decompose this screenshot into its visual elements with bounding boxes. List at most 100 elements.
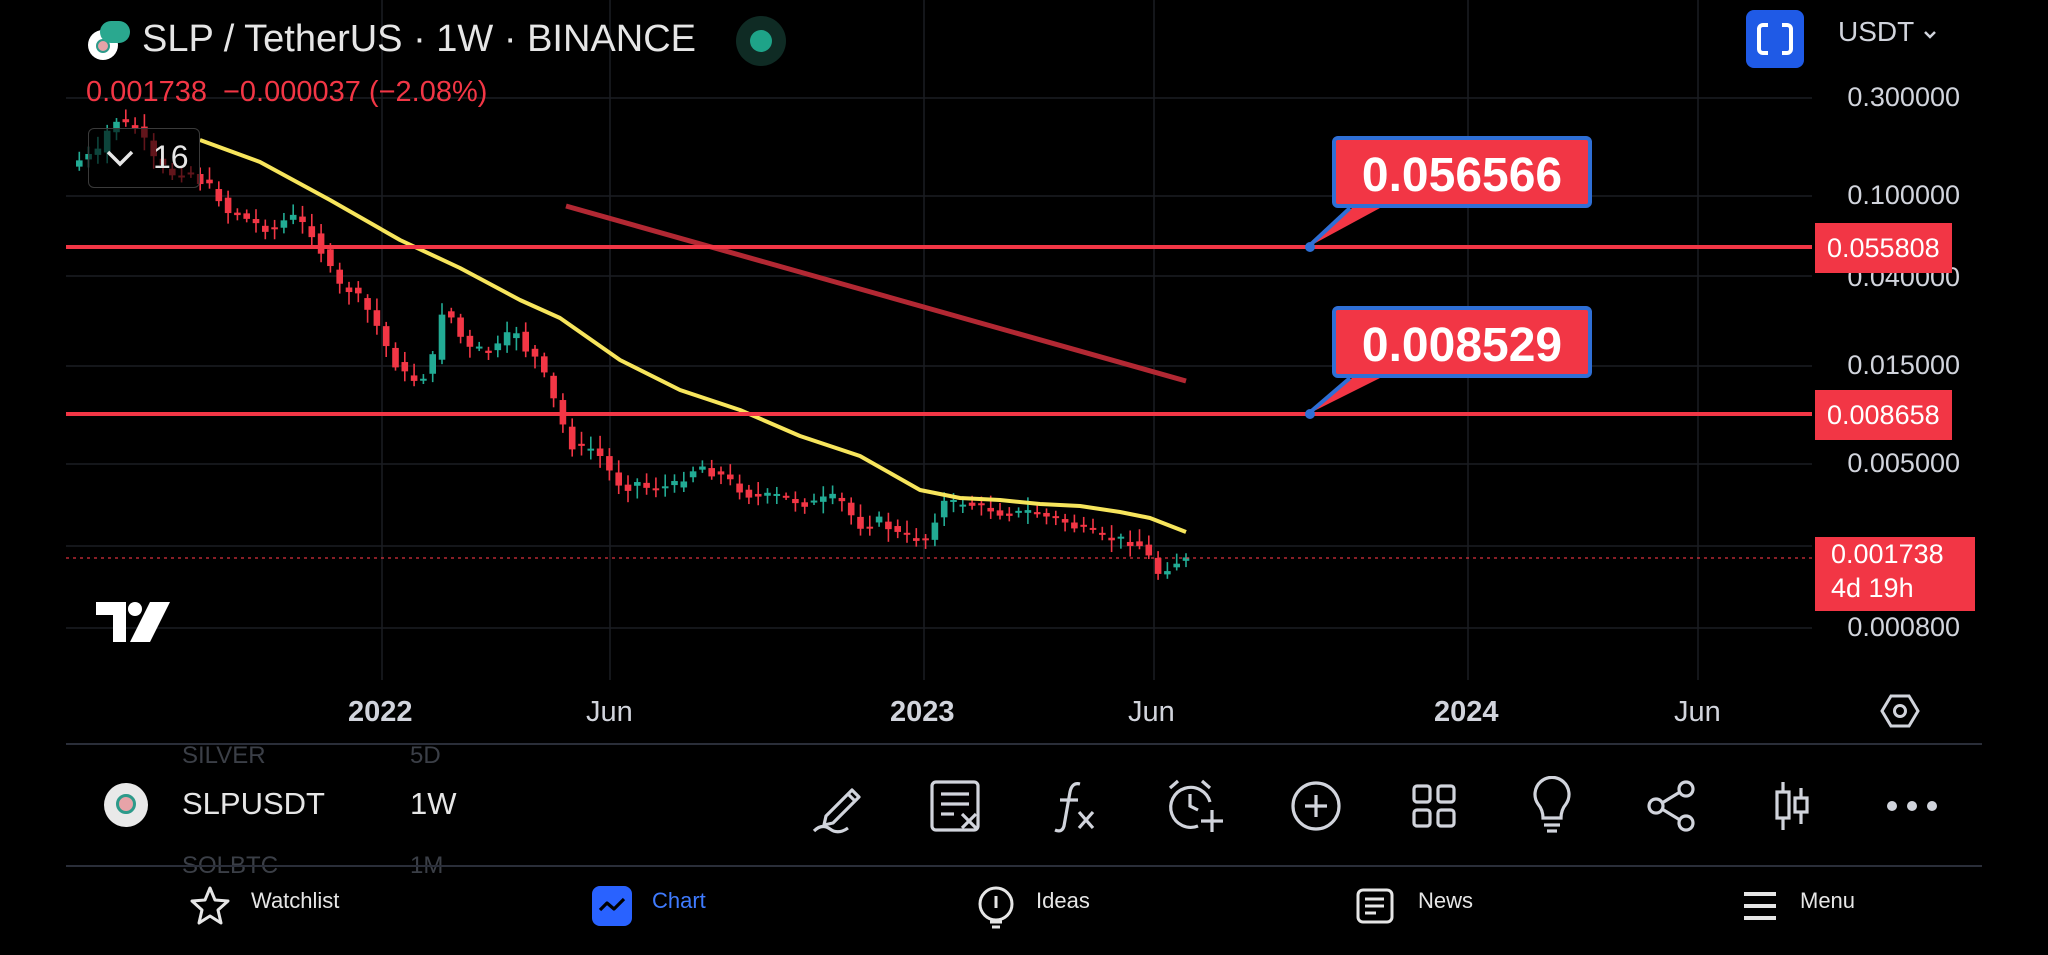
chart-tab-icon xyxy=(590,884,634,933)
candle-body xyxy=(829,493,836,499)
candle-body xyxy=(959,504,967,507)
candle-body xyxy=(438,314,446,360)
candle-body xyxy=(410,375,418,381)
time-tick: Jun xyxy=(1128,696,1175,728)
candle-body xyxy=(243,213,250,219)
candle-body xyxy=(699,466,706,470)
nav-menu[interactable]: Menu xyxy=(1800,888,1856,913)
price-tick: 0.015000 xyxy=(1847,350,1960,380)
candle-body xyxy=(503,332,511,346)
candle-body xyxy=(634,482,641,486)
chart-type-button[interactable] xyxy=(1762,776,1822,836)
candle-body xyxy=(401,362,409,372)
candlestick-series xyxy=(76,109,1190,580)
candle-body xyxy=(754,493,762,497)
candle-body xyxy=(122,119,130,123)
last-price: 0.001738 xyxy=(86,76,207,108)
candle-body xyxy=(764,492,771,496)
layout-button[interactable] xyxy=(1404,776,1464,836)
price-callout-lower[interactable]: 0.008529 xyxy=(1332,306,1592,378)
candle-body xyxy=(950,499,957,502)
share-icon xyxy=(1647,780,1695,832)
price-tag-upper-line: 0.055808 xyxy=(1815,223,1952,273)
candle-body xyxy=(289,214,297,220)
candle-body xyxy=(234,212,241,216)
price-callout-upper[interactable]: 0.056566 xyxy=(1332,136,1592,208)
chart-area[interactable] xyxy=(0,0,1820,700)
add-alert-icon xyxy=(1168,779,1223,832)
candle-body xyxy=(262,225,269,232)
candle-body xyxy=(987,507,994,512)
candle-body xyxy=(1089,527,1097,530)
ideas-nav-icon xyxy=(974,884,1018,935)
drawing-tool-button[interactable] xyxy=(808,776,868,836)
chart-settings-button[interactable] xyxy=(1880,693,1920,734)
nav-news[interactable]: News xyxy=(1418,888,1474,913)
candle-body xyxy=(336,269,343,284)
menu-icon xyxy=(1740,884,1780,933)
ghost-symbol: SILVER xyxy=(182,742,266,769)
candle-body xyxy=(820,496,827,502)
candle-body xyxy=(857,516,864,529)
chart-title[interactable]: SLP / TetherUS · 1W · BINANCE xyxy=(142,18,696,60)
nav-ideas[interactable]: Ideas xyxy=(1036,888,1090,913)
settings-hexagon-icon xyxy=(1880,694,1920,728)
candle-body xyxy=(1126,541,1134,547)
candle-body xyxy=(689,471,697,478)
candle-body xyxy=(1071,522,1078,529)
bar-countdown: 4d 19h xyxy=(1831,573,1914,603)
candle-body xyxy=(968,502,976,506)
share-button[interactable] xyxy=(1642,776,1702,836)
candle-body xyxy=(1080,524,1087,527)
add-button[interactable] xyxy=(1286,776,1346,836)
candle-body xyxy=(457,317,464,337)
candle-body xyxy=(466,335,474,347)
candle-body xyxy=(708,468,715,477)
candle-body xyxy=(1024,510,1032,513)
indicator-count: 16 xyxy=(153,139,189,175)
candle-body xyxy=(299,216,306,223)
candle-body xyxy=(978,503,985,506)
watchlist-ghost-row: SILVER 5D xyxy=(182,742,441,770)
candle-body xyxy=(940,500,948,518)
function-icon xyxy=(1054,782,1095,833)
candle-body xyxy=(894,526,901,532)
candle-body xyxy=(448,311,455,318)
currency-label: USDT xyxy=(1838,16,1914,47)
candle-body xyxy=(215,189,223,202)
candle-body xyxy=(680,481,688,488)
candle-body xyxy=(736,483,743,493)
currency-selector[interactable]: USDT xyxy=(1838,16,1938,48)
candle-body xyxy=(1061,519,1069,523)
more-button[interactable] xyxy=(1882,776,1942,836)
candle-body xyxy=(271,227,278,230)
candle-body xyxy=(661,486,669,489)
candle-body xyxy=(801,502,808,507)
interval-selector[interactable]: 1W xyxy=(410,786,457,821)
candle-body xyxy=(913,538,920,541)
indicators-toggle-button[interactable]: 16 xyxy=(88,128,200,188)
time-tick: Jun xyxy=(1674,696,1721,728)
chart-type-icon xyxy=(1775,782,1809,830)
candle-body xyxy=(1173,563,1180,568)
candle-body xyxy=(252,219,260,224)
candle-body xyxy=(206,179,213,184)
nav-chart[interactable]: Chart xyxy=(652,888,706,913)
price-tick: 0.000800 xyxy=(1847,612,1960,642)
candle-body xyxy=(1154,557,1162,574)
remove-drawings-button[interactable] xyxy=(926,776,986,836)
add-alert-button[interactable] xyxy=(1164,776,1224,836)
callout-upper-anchor xyxy=(1305,242,1315,252)
ideas-button[interactable] xyxy=(1522,775,1582,836)
ghost-interval: 5D xyxy=(410,742,441,769)
fullscreen-button[interactable] xyxy=(1746,10,1804,68)
candle-body xyxy=(792,498,799,504)
candle-body xyxy=(1145,544,1153,556)
nav-watchlist[interactable]: Watchlist xyxy=(251,888,340,913)
symbol-name[interactable]: SLPUSDT xyxy=(182,786,325,821)
price-tick: 0.300000 xyxy=(1847,82,1960,112)
candle-body xyxy=(317,233,325,254)
callout-upper-pointer xyxy=(1308,208,1380,247)
indicators-button[interactable] xyxy=(1046,776,1106,836)
candle-body xyxy=(550,375,557,399)
